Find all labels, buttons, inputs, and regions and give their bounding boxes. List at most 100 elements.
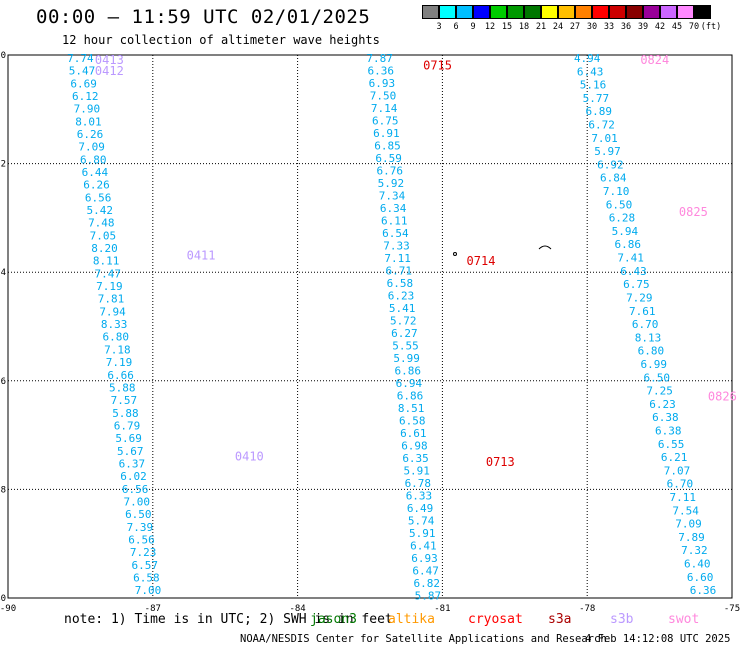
colorbar-tick-label: 70 [688,22,700,32]
wave-height-value: 5.47 [69,65,96,78]
colorbar-tick-label: 36 [620,22,632,32]
wave-height-value: 6.43 [620,265,647,278]
wave-height-value: 6.35 [402,452,429,465]
coastline-fragment [538,245,552,250]
y-tick-label: -30 [0,51,6,61]
wave-height-value: 7.23 [130,546,157,559]
wave-height-value: 6.21 [661,451,688,464]
wave-height-value: 6.93 [369,77,396,90]
wave-height-value: 6.27 [391,327,418,340]
wave-height-value: 6.26 [83,179,110,192]
wave-height-value: 6.60 [687,571,714,584]
plot-frame [7,54,733,599]
y-tick-label: -40 [0,594,6,604]
pass-time-label: 0410 [235,449,264,463]
colorbar-tick-label: 18 [518,22,530,32]
wave-height-value: 7.07 [664,464,691,477]
wave-height-value: 6.86 [397,390,424,403]
wave-height-value: 6.56 [128,533,155,546]
x-tick-label: -84 [289,604,305,614]
wave-height-value: 8.11 [93,255,120,268]
wave-height-value: 6.91 [373,127,400,140]
wave-height-value: 7.54 [672,504,699,517]
wave-height-value: 5.55 [392,340,419,353]
y-tick-label: -32 [0,160,6,170]
colorbar-tick-label: 33 [603,22,615,32]
wave-height-value: 5.67 [117,445,144,458]
wave-height-value: 6.70 [632,318,659,331]
wave-height-value: 5.99 [393,352,420,365]
wave-height-value: 7.87 [366,52,393,65]
pass-time-label: 0411 [187,248,216,262]
wave-height-value: 6.54 [382,227,409,240]
wave-height-value: 6.28 [609,212,636,225]
wave-height-value: 6.50 [125,508,152,521]
colorbar-swatch [677,5,694,19]
wave-height-value: 5.94 [612,225,639,238]
wave-height-value: 5.77 [583,92,610,105]
wave-height-value: 6.80 [638,345,665,358]
wave-height-value: 7.57 [111,394,138,407]
wave-height-value: 6.80 [80,153,107,166]
wave-height-value: 6.56 [122,483,149,496]
wave-height-value: 7.81 [98,293,125,306]
wave-height-value: 7.33 [383,240,410,253]
colorbar-swatch [575,5,592,19]
satellite-legend-swot: swot [668,612,700,627]
wave-height-value: 5.16 [580,79,607,92]
wave-height-value: 6.75 [623,278,650,291]
colorbar-swatch [456,5,473,19]
wave-height-value: 7.11 [384,252,411,265]
wave-height-value: 7.00 [123,495,150,508]
pass-time-label: 0825 [679,205,708,219]
pass-time-label: 0714 [467,254,496,268]
colorbar-tick-label: 6 [453,22,459,32]
wave-height-value: 6.86 [614,238,641,251]
wave-height-value: 7.10 [603,185,630,198]
satellite-legend-s3b: s3b [610,612,634,627]
wave-height-value: 6.61 [400,427,427,440]
wave-height-value: 7.89 [678,531,705,544]
colorbar-swatch [558,5,575,19]
colorbar-swatch [422,5,439,19]
wave-height-value: 6.02 [120,470,147,483]
wave-height-value: 6.78 [405,477,432,490]
wave-height-value: 6.11 [381,215,408,228]
colorbar-tick-label: 21 [535,22,547,32]
wave-height-value: 5.88 [112,407,139,420]
pass-time-label: 0826 [708,390,737,404]
wave-height-value: 6.98 [401,440,428,453]
wave-height-value: 7.25 [646,385,673,398]
wave-height-value: 6.82 [414,577,441,590]
colorbar-tick-label: 9 [470,22,476,32]
wave-height-value: 8.51 [398,402,425,415]
colorbar-swatch [626,5,643,19]
wave-height-value: 6.37 [119,457,146,470]
wave-height-value: 7.90 [74,103,101,116]
wave-height-value: 8.01 [75,115,102,128]
wave-height-value: 6.71 [385,265,412,278]
satellite-legend-altika: altika [388,612,435,627]
wave-height-value: 6.66 [107,369,134,382]
wave-height-value: 6.99 [641,358,668,371]
wave-height-value: 7.18 [104,343,131,356]
wave-height-value: 6.44 [82,166,109,179]
colorbar-tick-label: 12 [484,22,496,32]
pass-time-label: 0413 [95,53,124,67]
wave-height-value: 6.76 [377,165,404,178]
wave-height-value: 6.34 [380,202,407,215]
colorbar-swatch [541,5,558,19]
satellite-legend-cryosat: cryosat [468,612,523,627]
wave-height-value: 6.69 [70,77,97,90]
wave-height-value: 6.80 [103,331,130,344]
wave-height-value: 8.33 [101,318,128,331]
pass-time-label: 0412 [95,64,124,78]
y-tick-label: -36 [0,377,6,387]
island-marker [453,252,457,256]
colorbar-tick-label: 15 [501,22,513,32]
wave-height-value: 5.74 [408,515,435,528]
wave-height-value: 5.91 [403,465,430,478]
wave-height-value: 6.58 [387,277,414,290]
colorbar-tick-label: 42 [654,22,666,32]
